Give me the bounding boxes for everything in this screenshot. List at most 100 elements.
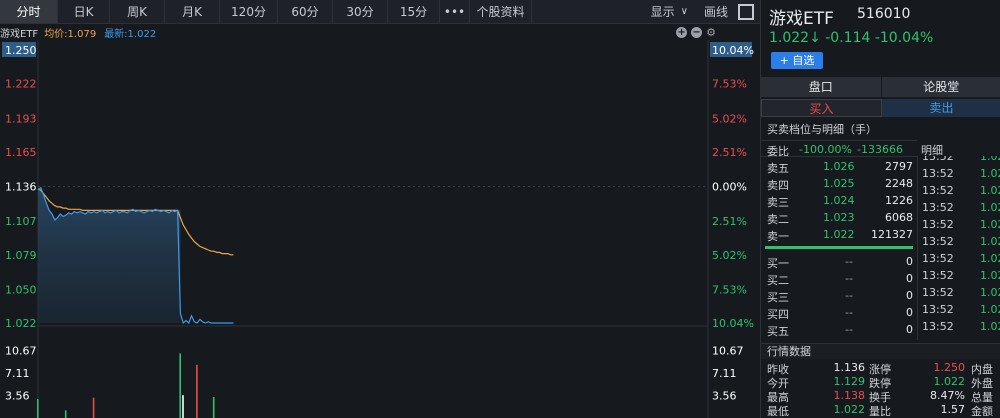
orderbook-row[interactable]: 买四 -- 0 <box>761 304 917 321</box>
orderbook-row[interactable]: 买三 -- 0 <box>761 287 917 304</box>
orderbook-row[interactable]: 卖四 1.025 2248 <box>761 175 917 192</box>
percent-tick-label: 10.04% <box>712 44 754 57</box>
orderbook-row[interactable]: 卖一 1.022 121327 <box>761 226 917 243</box>
orderbook-price: 1.022 <box>823 228 855 241</box>
stock-code: 516010 <box>857 6 911 22</box>
trade-time: 13:52 <box>922 252 954 265</box>
chevron-down-icon: ∨ <box>680 6 688 17</box>
tab-monthly-k[interactable]: 月K <box>165 0 220 23</box>
orderbook-price: -- <box>845 272 853 285</box>
orderbook-row[interactable]: 卖二 1.023 6068 <box>761 209 917 226</box>
percent-tick-label: 5.02% <box>712 112 747 125</box>
volume-tick-label: 3.56 <box>5 389 30 402</box>
add-watchlist-button[interactable]: + 自选 <box>771 52 823 69</box>
orderbook-qty: 2248 <box>885 177 913 190</box>
tab-15min[interactable]: 15分 <box>388 0 440 23</box>
percent-axis: 10.04% 7.53% 5.02% 2.51% 0.00% 2.51% 5.02% 7.53… <box>710 42 754 330</box>
orderbook-row[interactable]: 卖三 1.024 1226 <box>761 192 917 209</box>
toolbar-right: 显示 ∨ 画线 <box>643 0 760 23</box>
price-axis: 1.250 1.222 1.193 1.165 1.136 1.107 1.079 1.050… <box>2 42 37 330</box>
market-label: 量比 <box>869 405 891 418</box>
trade-price: 1.02 <box>980 303 1000 316</box>
volume-bar <box>212 397 215 418</box>
more-tabs-button[interactable]: ••• <box>440 0 470 23</box>
buy-button[interactable]: 买入 <box>761 99 882 117</box>
price-tick-label: 1.222 <box>5 78 37 91</box>
market-value: 1.136 <box>833 361 866 374</box>
orderbook-row[interactable]: 买一 -- 0 <box>761 253 917 270</box>
avg-price-line <box>37 188 234 256</box>
volume-bar <box>179 353 181 418</box>
orderbook-qty: 0 <box>906 306 913 319</box>
tab-120min[interactable]: 120分 <box>220 0 278 23</box>
trade-price: 1.02 <box>980 252 1000 265</box>
sell-button[interactable]: 卖出 <box>882 99 1000 117</box>
volume-axis-left: 10.67 7.11 3.56 <box>5 344 37 402</box>
orderbook-level: 卖二 <box>767 213 789 226</box>
trade-time: 13:52 <box>922 286 954 299</box>
tab-30min[interactable]: 30分 <box>333 0 388 23</box>
percent-tick-label: 2.51% <box>712 146 747 159</box>
trade-price: 1.02 <box>980 218 1000 231</box>
percent-tick-label: 0.00% <box>712 181 747 194</box>
tab-orderbook[interactable]: 盘口 <box>761 77 882 97</box>
gear-icon[interactable]: ⚙ <box>706 25 716 39</box>
zoom-in-icon[interactable]: + <box>676 26 688 38</box>
orderbook-level: 卖三 <box>767 196 789 209</box>
volume-bars <box>37 353 215 418</box>
trade-price: 1.02 <box>980 156 1000 163</box>
trade-price: 1.02 <box>980 201 1000 214</box>
market-label: 最高 <box>767 391 789 404</box>
draw-line-button[interactable]: 画线 <box>703 5 728 19</box>
order-ratio-row: 委比 -100.00% -133666 <box>761 140 917 158</box>
trade-time: 13:52 <box>922 156 954 163</box>
price-area <box>38 187 181 323</box>
orderbook-separator <box>765 246 913 249</box>
legend-avg-price: 均价:1.079 <box>44 28 97 40</box>
market-label: 金额 <box>971 405 993 418</box>
tab-forum[interactable]: 论股堂 <box>923 80 960 94</box>
orderbook-qty: 0 <box>906 255 913 268</box>
chart-controls: + − ⚙ <box>676 25 716 39</box>
display-dropdown[interactable]: 显示 ∨ <box>643 3 696 20</box>
orderbook-row[interactable]: 买二 -- 0 <box>761 270 917 287</box>
percent-tick-label: 5.02% <box>712 249 747 262</box>
trade-detail-list[interactable]: 13:52 1.02 13:52 1.02 13:52 1.02 13:52 1.02 13:5… <box>917 156 1000 340</box>
market-label: 内盘 <box>971 363 993 376</box>
orderbook-price: 1.025 <box>823 177 855 190</box>
orderbook-price: 1.024 <box>823 194 855 207</box>
fullscreen-icon[interactable] <box>738 3 754 20</box>
trade-time: 13:52 <box>922 320 954 333</box>
trade-time: 13:52 <box>922 218 954 231</box>
zoom-out-icon[interactable]: − <box>691 26 703 38</box>
tab-stock-profile[interactable]: 个股资料 <box>470 0 532 23</box>
legend-last-price: 最新:1.022 <box>104 28 157 40</box>
orderbook-qty: 2797 <box>885 160 913 173</box>
orderbook-qty: 1226 <box>885 194 913 207</box>
orderbook-row[interactable]: 卖五 1.026 2797 <box>761 158 917 175</box>
legend-stock-name: 游戏ETF <box>0 28 39 40</box>
market-value: 8.47% <box>930 389 965 402</box>
tab-daily-k[interactable]: 日K <box>58 0 110 23</box>
market-data-row: 最低 1.022 量比 1.57 金额 <box>761 403 1000 418</box>
volume-tick-label: 10.67 <box>712 344 744 357</box>
volume-bar <box>92 397 95 418</box>
trade-time: 13:52 <box>922 269 954 282</box>
price-tick-label: 1.107 <box>5 215 37 228</box>
tab-intraday[interactable]: 分时 <box>0 0 58 23</box>
intraday-chart[interactable]: 1.250 1.222 1.193 1.165 1.136 1.107 1.079 1.050… <box>0 40 760 418</box>
price-tick-label: 1.136 <box>5 181 37 194</box>
market-value: 1.129 <box>833 375 866 388</box>
trade-row: 13:52 1.02 <box>922 252 1000 269</box>
price-tick-label: 1.193 <box>5 112 37 125</box>
tab-weekly-k[interactable]: 周K <box>110 0 165 23</box>
tab-60min[interactable]: 60分 <box>278 0 333 23</box>
trade-time: 13:52 <box>922 303 954 316</box>
order-ratio-pct: -100.00% <box>799 143 852 156</box>
trade-row: 13:52 1.02 <box>922 235 1000 252</box>
price-tick-label: 1.022 <box>5 317 37 330</box>
orderbook-row[interactable]: 买五 -- 0 <box>761 321 917 338</box>
market-label: 总量 <box>971 391 993 404</box>
orderbook-qty: 121327 <box>871 228 913 241</box>
trade-price: 1.02 <box>980 235 1000 248</box>
